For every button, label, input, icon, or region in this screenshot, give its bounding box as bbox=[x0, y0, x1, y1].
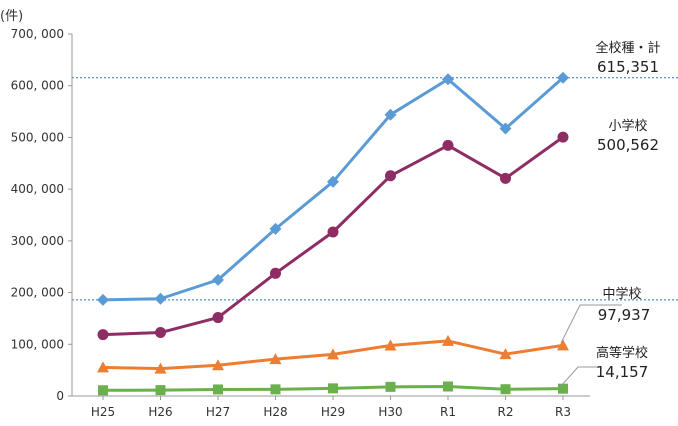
x-tick-label: H28 bbox=[263, 405, 287, 419]
label-leader-line bbox=[560, 304, 622, 344]
data-point bbox=[269, 353, 282, 365]
y-tick-label: 0 bbox=[56, 389, 64, 403]
data-point bbox=[499, 348, 512, 360]
data-point bbox=[97, 361, 109, 373]
series-name-label: 高等学校 bbox=[596, 345, 648, 361]
data-point bbox=[97, 329, 109, 341]
series-value-label: 500,562 bbox=[597, 136, 659, 154]
series-value-label: 14,157 bbox=[596, 363, 649, 381]
x-tick-label: H27 bbox=[206, 405, 230, 419]
data-point bbox=[212, 312, 224, 324]
data-point bbox=[443, 381, 453, 392]
data-point bbox=[557, 131, 569, 143]
data-point bbox=[327, 348, 339, 360]
x-tick-label: H30 bbox=[378, 405, 402, 419]
x-tick-label: R2 bbox=[498, 405, 514, 419]
data-point bbox=[269, 222, 282, 235]
data-point bbox=[154, 362, 167, 374]
x-tick-label: H25 bbox=[91, 405, 115, 419]
label-leader-line bbox=[560, 366, 598, 387]
data-point bbox=[328, 383, 338, 394]
x-tick-label: R3 bbox=[555, 405, 571, 419]
data-point bbox=[97, 293, 109, 306]
series-name-label: 全校種・計 bbox=[595, 40, 660, 56]
data-point bbox=[557, 339, 569, 351]
data-point bbox=[384, 339, 397, 351]
series-1 bbox=[97, 71, 569, 306]
data-point bbox=[155, 327, 166, 339]
data-point bbox=[557, 71, 569, 84]
x-tick-label: H29 bbox=[321, 405, 345, 419]
y-tick-label: 700, 000 bbox=[11, 27, 64, 41]
data-point bbox=[327, 175, 339, 188]
data-point bbox=[270, 267, 281, 279]
y-tick-label: 100, 000 bbox=[11, 337, 64, 351]
data-point bbox=[327, 226, 339, 238]
data-point bbox=[500, 172, 511, 184]
series-2 bbox=[97, 131, 569, 341]
series-name-label: 中学校 bbox=[602, 286, 641, 302]
series-value-label: 615,351 bbox=[597, 58, 659, 76]
data-point bbox=[270, 384, 281, 395]
data-point bbox=[385, 170, 396, 182]
data-point bbox=[442, 334, 454, 346]
series-3 bbox=[97, 334, 569, 374]
data-point bbox=[98, 385, 108, 396]
series-end-labels: 全校種・計 615,351 小学校 500,562 中学校 97,937 高等学校 14,15… bbox=[560, 40, 661, 387]
data-point bbox=[155, 385, 166, 396]
data-point bbox=[213, 384, 223, 395]
series-value-label: 97,937 bbox=[598, 306, 651, 324]
x-tick-label: R1 bbox=[440, 405, 456, 419]
data-point bbox=[442, 73, 454, 86]
axes: 0 100, 000 200, 000 300, 000 400, 000 500, 00… bbox=[11, 27, 590, 419]
data-point bbox=[385, 381, 396, 392]
y-tick-label: 500, 000 bbox=[11, 130, 64, 144]
y-tick-label: 600, 000 bbox=[11, 79, 64, 93]
data-point bbox=[500, 384, 511, 395]
data-point bbox=[212, 359, 224, 371]
data-point bbox=[499, 122, 512, 135]
y-tick-label: 300, 000 bbox=[11, 234, 64, 248]
series-line bbox=[102, 76, 564, 302]
series-4 bbox=[98, 381, 568, 396]
data-point bbox=[154, 292, 167, 305]
series-name-label: 小学校 bbox=[608, 118, 647, 134]
x-tick-label: H26 bbox=[148, 405, 172, 419]
data-point bbox=[442, 139, 454, 151]
y-tick-label: 400, 000 bbox=[11, 182, 64, 196]
data-point bbox=[212, 273, 224, 286]
y-axis-unit-label: (件) bbox=[0, 9, 23, 24]
series-group bbox=[97, 71, 569, 396]
y-tick-label: 200, 000 bbox=[11, 286, 64, 300]
reference-lines bbox=[72, 77, 678, 301]
data-point bbox=[558, 383, 568, 394]
data-point bbox=[384, 108, 397, 121]
